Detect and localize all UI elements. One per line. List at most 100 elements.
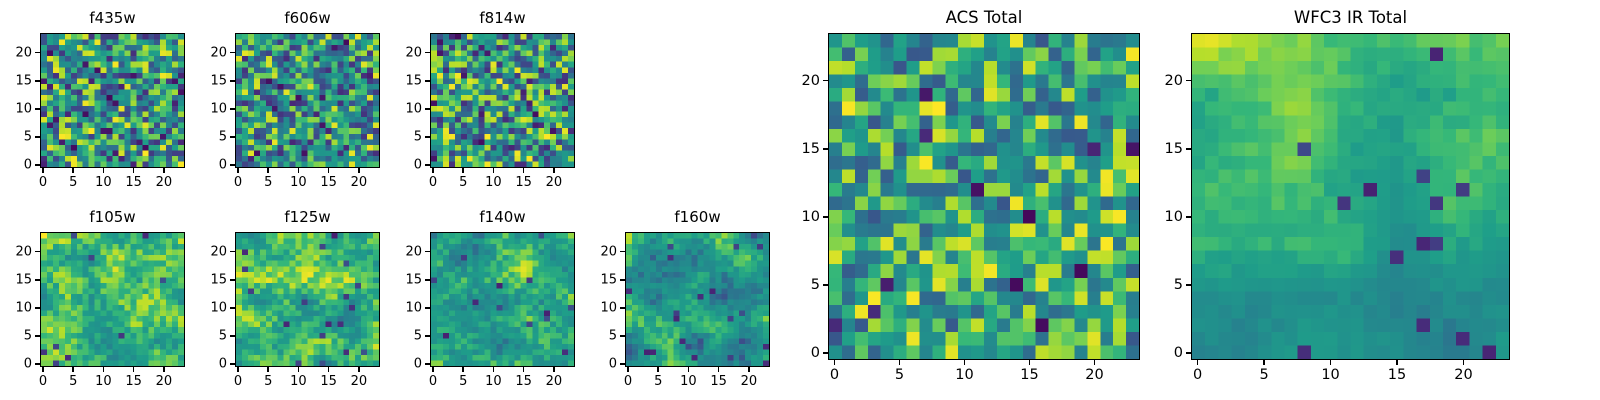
y-tick-mark	[35, 363, 40, 365]
x-tick-label: 5	[894, 367, 905, 383]
x-tick-label: 20	[350, 175, 368, 190]
y-tick-mark	[823, 148, 828, 150]
y-tick-label: 15	[15, 272, 32, 288]
x-tick-label: 5	[459, 374, 468, 389]
y-tick-mark	[823, 79, 828, 82]
x-tick-label: 0	[233, 175, 243, 190]
x-tick-mark	[898, 360, 901, 365]
y-tick-label: 0	[810, 345, 820, 362]
y-tick-mark	[230, 164, 235, 166]
y-tick-label: 15	[405, 272, 422, 288]
panel-title-f125w: f125w	[284, 208, 331, 226]
y-tick-label: 5	[810, 277, 820, 294]
y-tick-label: 20	[15, 244, 32, 260]
y-tick-mark	[35, 335, 40, 337]
y-tick-mark	[230, 307, 235, 309]
x-tick-mark	[492, 168, 495, 173]
x-tick-mark	[42, 367, 44, 372]
y-tick-label: 5	[413, 129, 422, 145]
y-tick-mark	[1186, 352, 1191, 354]
heatmap-canvas-f814w	[431, 34, 574, 167]
x-tick-label: 10	[95, 175, 112, 190]
x-tick-label: 20	[545, 374, 563, 389]
y-tick-label: 10	[600, 300, 617, 316]
y-tick-label: 0	[1173, 345, 1183, 362]
x-tick-label: 0	[1193, 367, 1203, 383]
heatmap-canvas-acs-total	[829, 34, 1139, 359]
y-tick-mark	[230, 335, 235, 337]
panel-title-f160w: f160w	[674, 208, 721, 226]
x-tick-mark	[72, 168, 75, 173]
y-tick-label: 20	[210, 244, 227, 260]
x-tick-label: 5	[654, 374, 663, 389]
x-tick-mark	[522, 367, 525, 372]
y-tick-mark	[425, 363, 430, 365]
x-tick-label: 5	[1259, 367, 1269, 383]
y-tick-mark	[230, 279, 235, 281]
x-tick-label: 10	[485, 175, 502, 190]
x-tick-label: 15	[1020, 367, 1039, 383]
y-tick-label: 15	[801, 140, 820, 157]
x-tick-mark	[1329, 360, 1332, 365]
x-tick-mark	[432, 367, 434, 372]
x-tick-mark	[102, 367, 105, 372]
y-tick-mark	[35, 279, 40, 281]
x-tick-label: 0	[428, 175, 438, 190]
y-tick-label: 5	[1173, 277, 1183, 294]
y-tick-mark	[425, 136, 430, 138]
heatmap-canvas-f606w	[236, 34, 379, 167]
y-tick-mark	[230, 108, 235, 110]
x-tick-mark	[553, 367, 555, 372]
x-tick-label: 5	[459, 175, 468, 190]
x-tick-label: 15	[1387, 367, 1407, 383]
panel-title-f435w: f435w	[89, 9, 136, 27]
x-tick-label: 10	[955, 367, 974, 383]
y-tick-mark	[425, 51, 430, 54]
heatmap-f435w	[40, 33, 185, 168]
y-tick-label: 0	[23, 356, 32, 372]
y-tick-mark	[35, 164, 40, 166]
y-tick-mark	[35, 51, 40, 54]
y-tick-mark	[425, 250, 430, 253]
x-tick-mark	[327, 168, 330, 173]
heatmap-canvas-f125w	[236, 233, 379, 366]
x-tick-label: 10	[290, 374, 307, 389]
x-tick-label: 0	[38, 175, 48, 190]
y-tick-label: 0	[218, 157, 227, 173]
y-tick-label: 0	[413, 157, 422, 173]
y-tick-label: 20	[600, 244, 617, 260]
y-tick-label: 15	[210, 73, 227, 89]
x-tick-mark	[748, 367, 750, 372]
heatmap-canvas-f160w	[626, 233, 769, 366]
x-tick-label: 0	[623, 374, 633, 389]
x-tick-mark	[687, 367, 690, 372]
y-tick-label: 20	[1164, 72, 1183, 89]
y-tick-mark	[425, 335, 430, 337]
y-tick-label: 20	[15, 45, 32, 61]
x-tick-mark	[432, 168, 434, 173]
y-tick-label: 15	[405, 73, 422, 89]
x-tick-mark	[492, 367, 495, 372]
y-tick-label: 15	[1164, 140, 1183, 157]
x-tick-mark	[267, 168, 270, 173]
heatmap-f105w	[40, 232, 185, 367]
x-tick-mark	[358, 168, 360, 173]
x-tick-mark	[327, 367, 330, 372]
x-tick-mark	[163, 367, 165, 372]
x-tick-mark	[1462, 360, 1465, 365]
x-tick-mark	[553, 168, 555, 173]
heatmap-f160w	[625, 232, 770, 367]
y-tick-label: 15	[210, 272, 227, 288]
y-tick-mark	[230, 51, 235, 54]
x-tick-mark	[963, 360, 966, 365]
x-tick-label: 15	[515, 175, 532, 190]
panel-title-f140w: f140w	[479, 208, 526, 226]
y-tick-label: 0	[413, 356, 422, 372]
y-tick-label: 5	[218, 328, 227, 344]
x-tick-label: 20	[155, 175, 173, 190]
y-tick-label: 15	[600, 272, 617, 288]
y-tick-label: 0	[23, 157, 32, 173]
panel-title-acs-total: ACS Total	[945, 8, 1023, 27]
x-tick-label: 10	[680, 374, 697, 389]
x-tick-mark	[102, 168, 105, 173]
